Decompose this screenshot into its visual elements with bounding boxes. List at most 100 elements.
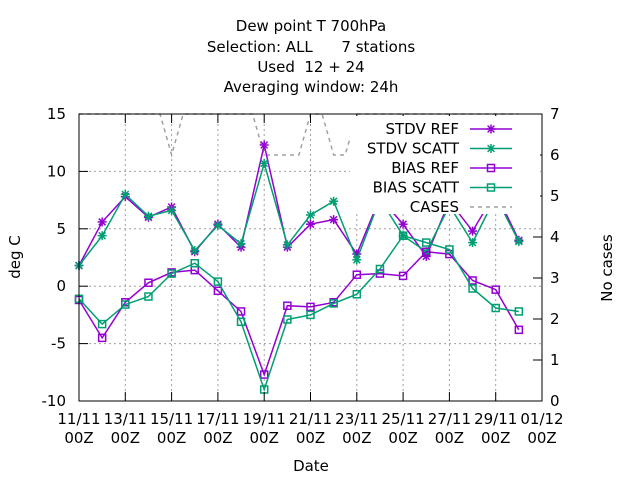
marker-stroke [213, 221, 222, 230]
x-tick-label-time: 00Z [388, 429, 417, 447]
x-tick-label-time: 00Z [342, 429, 371, 447]
data-point [306, 210, 315, 220]
data-point [514, 307, 524, 316]
x-tick-label-date: 19/11 [243, 410, 286, 428]
marker-stroke [352, 255, 361, 264]
x-tick-label-date: 13/11 [104, 410, 147, 428]
data-point [236, 307, 246, 316]
y-tick-label: 10 [47, 162, 66, 180]
data-point [97, 319, 107, 329]
marker-stroke [329, 197, 338, 206]
data-point [167, 269, 176, 278]
x-tick-label-date: 27/11 [428, 410, 471, 428]
data-point [491, 303, 500, 313]
data-point [329, 196, 339, 206]
marker-stroke [144, 212, 153, 221]
y2-tick-label: 4 [550, 228, 560, 246]
legend-marker [486, 124, 496, 134]
y2-axis-label: No cases [598, 234, 616, 302]
data-point [167, 205, 177, 215]
y2-tick-label: 1 [550, 351, 560, 369]
y-axis-label: deg C [6, 235, 24, 279]
marker-stroke [306, 211, 315, 219]
x-tick-label-date: 17/11 [196, 410, 239, 428]
data-point [514, 325, 524, 335]
legend-background [350, 116, 540, 214]
legend-label: CASES [410, 198, 459, 216]
data-point [236, 317, 246, 327]
x-tick-label-time: 00Z [111, 429, 140, 447]
marker-stroke [514, 237, 523, 246]
x-tick-label-time: 00Z [157, 429, 186, 447]
x-tick-label-date: 01/12 [520, 410, 563, 428]
data-point [213, 286, 223, 296]
legend-label: STDV REF [385, 120, 459, 138]
data-point [422, 238, 431, 247]
title-line-2: Selection: ALL 7 stations [207, 38, 415, 56]
y-axis-right: 0 1 2 3 4 5 6 7 [533, 105, 560, 410]
y2-tick-label: 2 [550, 310, 560, 328]
title-line-3: Used 12 + 24 [257, 58, 364, 76]
y-axis-left: -10 -5 0 5 10 15 [42, 105, 88, 410]
data-point [398, 231, 408, 240]
x-tick-label-time: 00Z [250, 429, 279, 447]
data-point [144, 292, 153, 301]
data-point [329, 215, 339, 225]
x-tick-label-date: 25/11 [381, 410, 424, 428]
marker-stroke [329, 215, 338, 224]
y2-tick-label: 3 [550, 269, 560, 287]
legend-label: STDV SCATT [367, 140, 460, 158]
marker-stroke [98, 231, 107, 240]
data-point [398, 271, 408, 281]
data-point [468, 284, 477, 293]
data-point [352, 255, 362, 265]
data-point [190, 246, 200, 256]
data-point [329, 299, 338, 308]
x-tick-label-time: 00Z [64, 429, 93, 447]
x-tick-label-date: 29/11 [474, 410, 517, 428]
legend-marker [486, 183, 496, 192]
x-tick-label-date: 11/11 [57, 410, 100, 428]
data-point [259, 370, 269, 379]
data-point [306, 219, 315, 229]
data-point [213, 220, 223, 230]
legend-label: BIAS SCATT [373, 179, 460, 197]
marker-stroke [260, 141, 269, 149]
data-point [491, 285, 500, 294]
data-point [514, 236, 524, 246]
data-point [259, 140, 269, 150]
legend-marker [486, 163, 496, 173]
y-tick-label: -5 [51, 335, 66, 353]
marker-stroke [399, 220, 408, 229]
marker-stroke [121, 190, 130, 199]
title-line-4: Averaging window: 24h [224, 78, 399, 96]
data-point [97, 217, 107, 227]
data-point [213, 277, 223, 286]
x-tick-label-time: 00Z [481, 429, 510, 447]
marker-stroke [167, 206, 176, 215]
x-tick-label-date: 23/11 [335, 410, 378, 428]
y2-tick-label: 5 [550, 187, 560, 205]
x-tick-label-time: 00Z [203, 429, 232, 447]
y-tick-label: 0 [56, 277, 66, 295]
series-line-bias-ref [78, 251, 520, 377]
data-point [422, 247, 431, 257]
marker-stroke [468, 238, 477, 247]
series-bias-ref [74, 247, 524, 379]
data-point [306, 310, 315, 320]
data-point [468, 226, 478, 236]
data-point [468, 238, 478, 248]
x-tick-label-time: 00Z [296, 429, 325, 447]
marker-stroke [487, 125, 495, 133]
marker-stroke [98, 218, 107, 226]
data-point [121, 300, 130, 309]
data-point [120, 189, 130, 199]
y-tick-label: 5 [56, 220, 66, 238]
y-tick-label: -10 [42, 392, 67, 410]
data-point [283, 315, 292, 324]
x-tick-label-time: 00Z [435, 429, 464, 447]
y-tick-label: 15 [47, 105, 66, 123]
data-point [282, 240, 292, 250]
